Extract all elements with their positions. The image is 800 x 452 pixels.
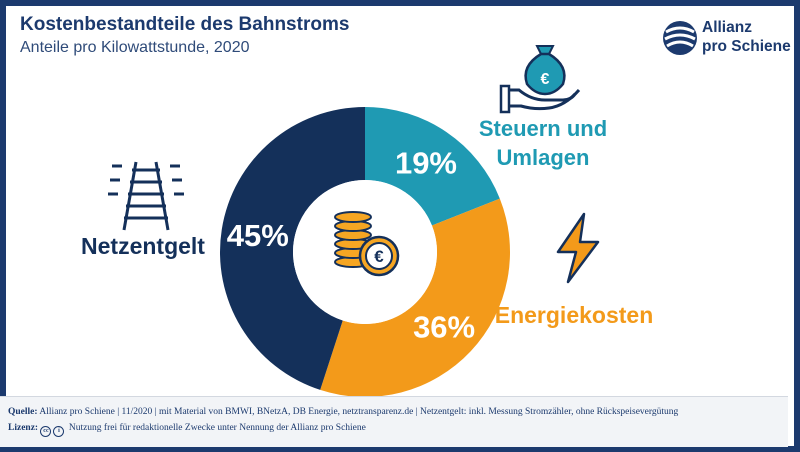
- value-label-steuern-und-umlagen: 19%: [395, 145, 457, 180]
- euro-coins-icon: €: [334, 211, 400, 277]
- source-text: Allianz pro Schiene | 11/2020 | mit Mate…: [39, 407, 679, 417]
- source-label: Quelle:: [8, 407, 38, 417]
- allianz-pro-schiene-logo: Allianz pro Schiene: [662, 18, 792, 62]
- category-label-line: Umlagen: [497, 145, 590, 170]
- footer: Quelle: Allianz pro Schiene | 11/2020 | …: [0, 396, 788, 447]
- railway-tracks-icon: [108, 161, 184, 231]
- money-bag-hand-icon: €: [499, 45, 581, 114]
- footer-source: Quelle: Allianz pro Schiene | 11/2020 | …: [8, 407, 678, 417]
- footer-license: Lizenz: cc i Nutzung frei für redaktionel…: [8, 423, 366, 437]
- logo-line-2: pro Schiene: [702, 38, 791, 55]
- category-label-line: Netzentgelt: [81, 233, 205, 259]
- logo-mark-icon: [663, 21, 697, 55]
- category-label-steuern-und-umlagen: Steuern und Umlagen: [479, 116, 607, 170]
- category-label-energiekosten: Energiekosten: [495, 302, 654, 328]
- lightning-bolt-icon: [556, 212, 600, 284]
- attribution-icon: i: [53, 426, 65, 437]
- svg-text:€: €: [541, 71, 550, 88]
- category-label-netzentgelt: Netzentgelt: [81, 233, 205, 259]
- category-label-line: Steuern und: [479, 116, 607, 141]
- logo-line-1: Allianz: [702, 19, 752, 36]
- value-label-energiekosten: 36%: [413, 309, 475, 344]
- logo-text: Allianz pro Schiene: [702, 18, 791, 56]
- page-subtitle: Anteile pro Kilowattstunde, 2020: [20, 39, 250, 56]
- license-label: Lizenz:: [8, 423, 39, 433]
- svg-text:€: €: [374, 247, 384, 266]
- donut-slice-netzentgelt: [220, 107, 365, 390]
- category-label-line: Energiekosten: [495, 302, 654, 328]
- value-label-netzentgelt: 45%: [227, 218, 289, 253]
- license-text: Nutzung frei für redaktionelle Zwecke un…: [68, 423, 366, 433]
- cc-icon: cc: [40, 426, 52, 437]
- donut-slice-energiekosten: [320, 198, 510, 398]
- donut-slice-steuern-und-umlagen: [365, 107, 500, 226]
- page-title: Kostenbestandteile des Bahnstroms: [20, 14, 350, 35]
